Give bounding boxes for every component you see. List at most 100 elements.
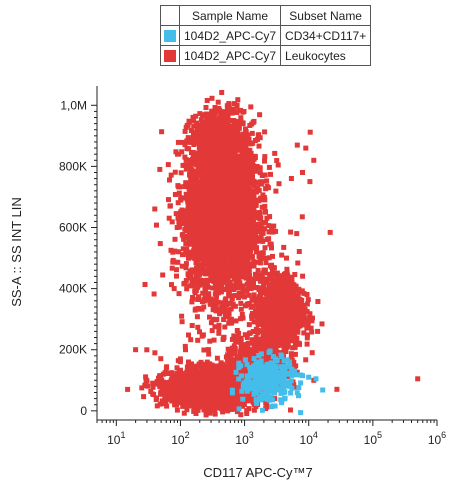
data-point	[241, 200, 247, 206]
data-point	[160, 371, 166, 377]
data-point	[248, 178, 254, 184]
data-point	[214, 167, 220, 173]
data-point	[203, 200, 209, 206]
data-point	[188, 194, 194, 200]
data-point	[245, 256, 251, 262]
data-point	[216, 199, 222, 205]
data-point	[226, 202, 232, 208]
data-point	[190, 114, 196, 120]
data-point	[220, 134, 226, 140]
data-point	[179, 263, 185, 269]
data-point	[194, 172, 200, 178]
data-point	[208, 111, 213, 117]
data-point	[232, 167, 237, 173]
legend-subset-name: Leukocytes	[280, 45, 372, 66]
data-point	[186, 182, 191, 188]
data-point	[212, 236, 218, 242]
data-point	[249, 241, 255, 247]
data-point	[253, 221, 259, 227]
data-point	[227, 247, 232, 253]
data-point	[260, 250, 266, 256]
data-point	[226, 163, 231, 168]
data-point	[204, 281, 210, 287]
data-point	[189, 241, 195, 247]
data-point	[198, 150, 204, 156]
data-point	[229, 110, 235, 116]
data-point	[173, 211, 179, 217]
data-point	[186, 146, 192, 152]
data-point	[184, 215, 190, 221]
data-point	[207, 206, 213, 212]
data-point	[232, 241, 238, 247]
data-point	[206, 225, 212, 231]
data-point	[192, 290, 198, 296]
data-point	[176, 219, 182, 225]
data-point	[266, 223, 272, 229]
data-point	[222, 187, 228, 193]
data-point	[160, 272, 166, 278]
data-point	[203, 152, 208, 158]
data-point	[231, 106, 236, 112]
data-point	[227, 239, 233, 245]
data-point	[217, 247, 223, 253]
data-point	[248, 225, 254, 231]
data-point	[209, 95, 215, 101]
data-point	[166, 197, 171, 203]
data-point	[212, 147, 218, 153]
legend-sample-name: 104D2_APC-Cy7	[178, 45, 282, 66]
data-point	[201, 174, 206, 180]
data-point	[239, 285, 245, 291]
data-point	[174, 225, 180, 230]
data-point	[262, 226, 267, 232]
data-point	[231, 209, 237, 215]
legend-table: Sample Name Subset Name 104D2_APC-Cy7 CD…	[160, 5, 372, 66]
data-point	[240, 152, 246, 158]
data-point	[184, 157, 190, 163]
data-point	[249, 222, 255, 228]
data-point	[264, 178, 270, 184]
data-point	[234, 206, 240, 212]
data-point	[179, 313, 185, 319]
data-point	[223, 131, 229, 137]
data-point	[214, 244, 220, 250]
data-point	[228, 306, 234, 312]
data-point	[205, 147, 211, 153]
data-point	[183, 261, 189, 267]
data-point	[232, 293, 238, 298]
data-point	[271, 223, 277, 229]
data-point	[198, 143, 204, 149]
data-point	[203, 162, 209, 168]
data-point	[224, 119, 230, 125]
data-point	[236, 295, 242, 301]
data-point	[259, 204, 265, 210]
data-point	[221, 119, 227, 125]
data-point	[176, 291, 182, 297]
data-point	[200, 177, 206, 183]
data-point	[262, 158, 267, 164]
legend-swatch	[164, 30, 176, 43]
data-point	[192, 219, 198, 225]
data-point	[183, 241, 189, 247]
data-point	[247, 272, 253, 278]
data-point	[193, 151, 199, 157]
data-point	[199, 241, 205, 247]
data-point	[241, 132, 246, 137]
data-point	[209, 129, 215, 135]
data-point	[191, 178, 197, 184]
data-point	[250, 188, 255, 194]
data-point	[169, 219, 175, 225]
data-point	[185, 135, 191, 141]
data-point	[167, 203, 173, 209]
data-point	[219, 217, 225, 223]
data-point	[202, 221, 208, 227]
data-point	[218, 163, 224, 169]
data-point	[203, 111, 209, 117]
data-point	[204, 218, 209, 224]
data-point	[240, 228, 246, 234]
data-point	[239, 211, 245, 217]
data-point	[225, 113, 231, 119]
data-point	[226, 293, 232, 299]
data-point	[250, 119, 256, 125]
data-point	[252, 202, 258, 208]
data-point	[184, 138, 190, 144]
